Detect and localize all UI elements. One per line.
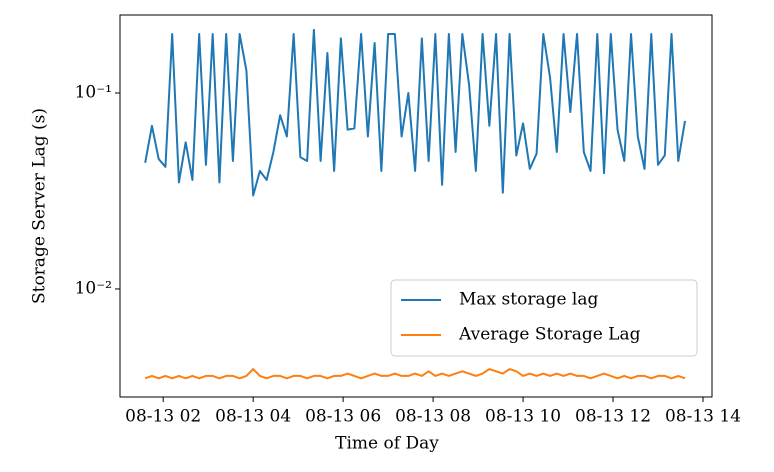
x-axis-label: Time of Day <box>335 434 439 454</box>
x-tick-label: 08-13 08 <box>395 407 471 427</box>
y-tick-label: 10⁻¹ <box>75 82 112 102</box>
data-line <box>144 28 686 197</box>
y-tick-label: 10⁻² <box>75 278 112 298</box>
legend-box <box>390 279 698 357</box>
legend-label: Max storage lag <box>459 290 599 310</box>
y-axis-label: Storage Server Lag (s) <box>30 108 50 304</box>
x-tick-label: 08-13 14 <box>665 407 741 427</box>
x-tick-label: 08-13 02 <box>125 407 201 427</box>
legend-label: Average Storage Lag <box>458 325 641 345</box>
data-line <box>144 368 686 380</box>
x-tick-label: 08-13 04 <box>215 407 291 427</box>
plot-frame <box>119 14 713 398</box>
x-tick-label: 08-13 06 <box>305 407 381 427</box>
x-tick-label: 08-13 12 <box>575 407 651 427</box>
x-tick-label: 08-13 10 <box>485 407 561 427</box>
